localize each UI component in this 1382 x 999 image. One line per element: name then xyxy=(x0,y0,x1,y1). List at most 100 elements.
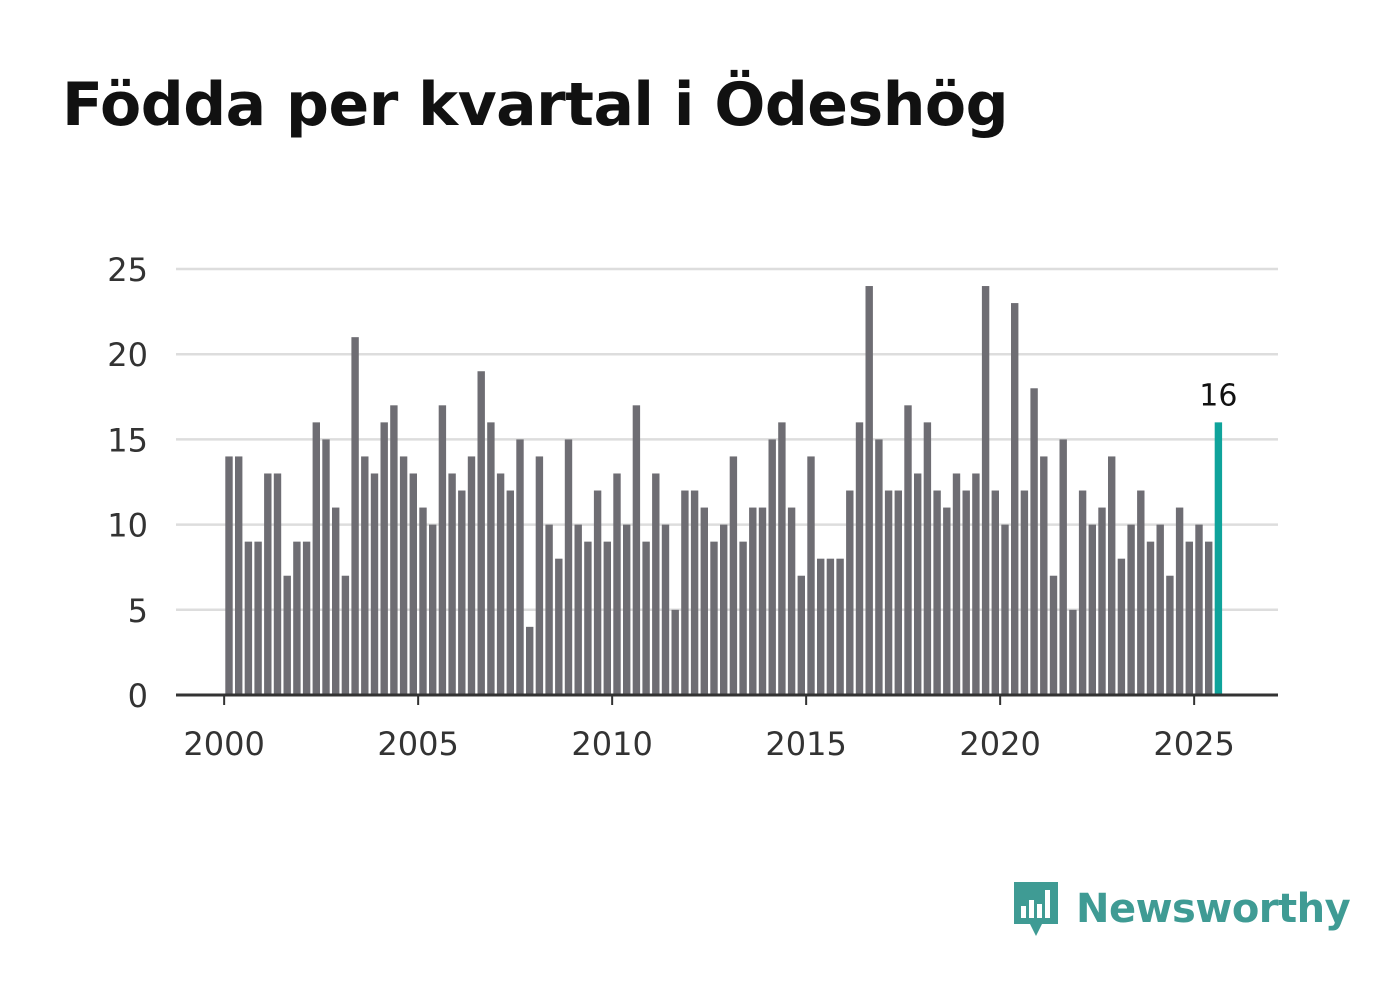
bar xyxy=(341,575,350,695)
bar xyxy=(652,473,660,695)
bar xyxy=(545,524,553,695)
bar xyxy=(933,490,941,695)
bar xyxy=(1049,575,1058,695)
bar xyxy=(1137,490,1145,695)
bar xyxy=(884,490,893,695)
bar xyxy=(661,524,670,695)
bar xyxy=(419,507,427,695)
bar xyxy=(914,473,922,695)
bar xyxy=(875,439,883,695)
bar xyxy=(768,439,776,695)
bar xyxy=(516,439,524,695)
brand-name: Newsworthy xyxy=(1076,886,1351,932)
bar xyxy=(1156,524,1164,695)
x-tick-label: 2020 xyxy=(959,725,1040,763)
bar xyxy=(826,558,835,695)
bar xyxy=(361,456,369,695)
bar xyxy=(681,490,689,695)
bar xyxy=(1098,507,1106,695)
bar xyxy=(836,558,844,695)
bar xyxy=(846,490,854,695)
bar xyxy=(293,541,301,695)
bar-highlight xyxy=(1214,422,1223,695)
bar xyxy=(807,456,815,695)
bar xyxy=(1078,490,1087,695)
bar xyxy=(1088,524,1096,695)
bar xyxy=(409,473,417,695)
bar xyxy=(555,558,563,695)
bar xyxy=(448,473,456,695)
bar xyxy=(273,473,282,695)
page-title: Födda per kvartal i Ödeshög xyxy=(62,70,1009,140)
bar xyxy=(991,490,999,695)
bar xyxy=(690,490,699,695)
bar xyxy=(1117,558,1126,695)
bar xyxy=(904,405,912,695)
bar xyxy=(312,422,320,695)
bar xyxy=(700,507,708,695)
x-tick-label: 2005 xyxy=(377,725,458,763)
bar xyxy=(952,473,961,695)
bar xyxy=(1069,609,1077,695)
bar xyxy=(613,473,621,695)
y-tick-label: 20 xyxy=(107,336,148,374)
bar xyxy=(264,473,272,695)
bar xyxy=(671,609,679,695)
y-tick-label: 0 xyxy=(128,677,148,715)
bar xyxy=(778,422,786,695)
bar xyxy=(729,456,738,695)
x-tick-label: 2010 xyxy=(571,725,652,763)
bar xyxy=(302,541,311,695)
bar xyxy=(487,422,495,695)
bar xyxy=(564,439,573,695)
bar xyxy=(943,507,951,695)
bar xyxy=(758,507,767,695)
y-tick-label: 5 xyxy=(128,592,148,630)
bar xyxy=(225,456,233,695)
bar xyxy=(593,490,602,695)
brand-logo: Newsworthy xyxy=(1010,878,1351,940)
bar xyxy=(1108,456,1116,695)
x-tick-label: 2000 xyxy=(183,725,264,763)
bar xyxy=(535,456,544,695)
bar xyxy=(235,456,243,695)
bar xyxy=(1195,524,1203,695)
bar xyxy=(642,541,650,695)
bar xyxy=(380,422,388,695)
bar xyxy=(787,507,796,695)
bar xyxy=(1205,541,1213,695)
bar xyxy=(1030,388,1038,695)
bar xyxy=(467,456,476,695)
bar xyxy=(283,575,291,695)
bar xyxy=(603,541,611,695)
bar xyxy=(855,422,864,695)
bar xyxy=(351,337,359,695)
bar xyxy=(370,473,379,695)
bar xyxy=(720,524,728,695)
bar xyxy=(322,439,330,695)
bar xyxy=(1127,524,1135,695)
bar xyxy=(399,456,408,695)
bar xyxy=(1185,541,1193,695)
bar xyxy=(632,405,641,695)
bar xyxy=(1166,575,1174,695)
bar xyxy=(1040,456,1048,695)
y-tick-label: 15 xyxy=(107,421,148,459)
bar xyxy=(749,507,757,695)
bar xyxy=(254,541,262,695)
bar xyxy=(438,405,447,695)
bar xyxy=(623,524,631,695)
x-tick-label: 2015 xyxy=(765,725,846,763)
bar xyxy=(865,286,873,695)
y-tick-label: 25 xyxy=(107,251,148,289)
bar xyxy=(817,558,825,695)
bar xyxy=(1175,507,1184,695)
bar xyxy=(244,541,253,695)
bar xyxy=(710,541,718,695)
bar xyxy=(496,473,505,695)
bar xyxy=(894,490,902,695)
bar xyxy=(1020,490,1029,695)
x-tick-label: 2025 xyxy=(1153,725,1234,763)
bar xyxy=(1001,524,1009,695)
